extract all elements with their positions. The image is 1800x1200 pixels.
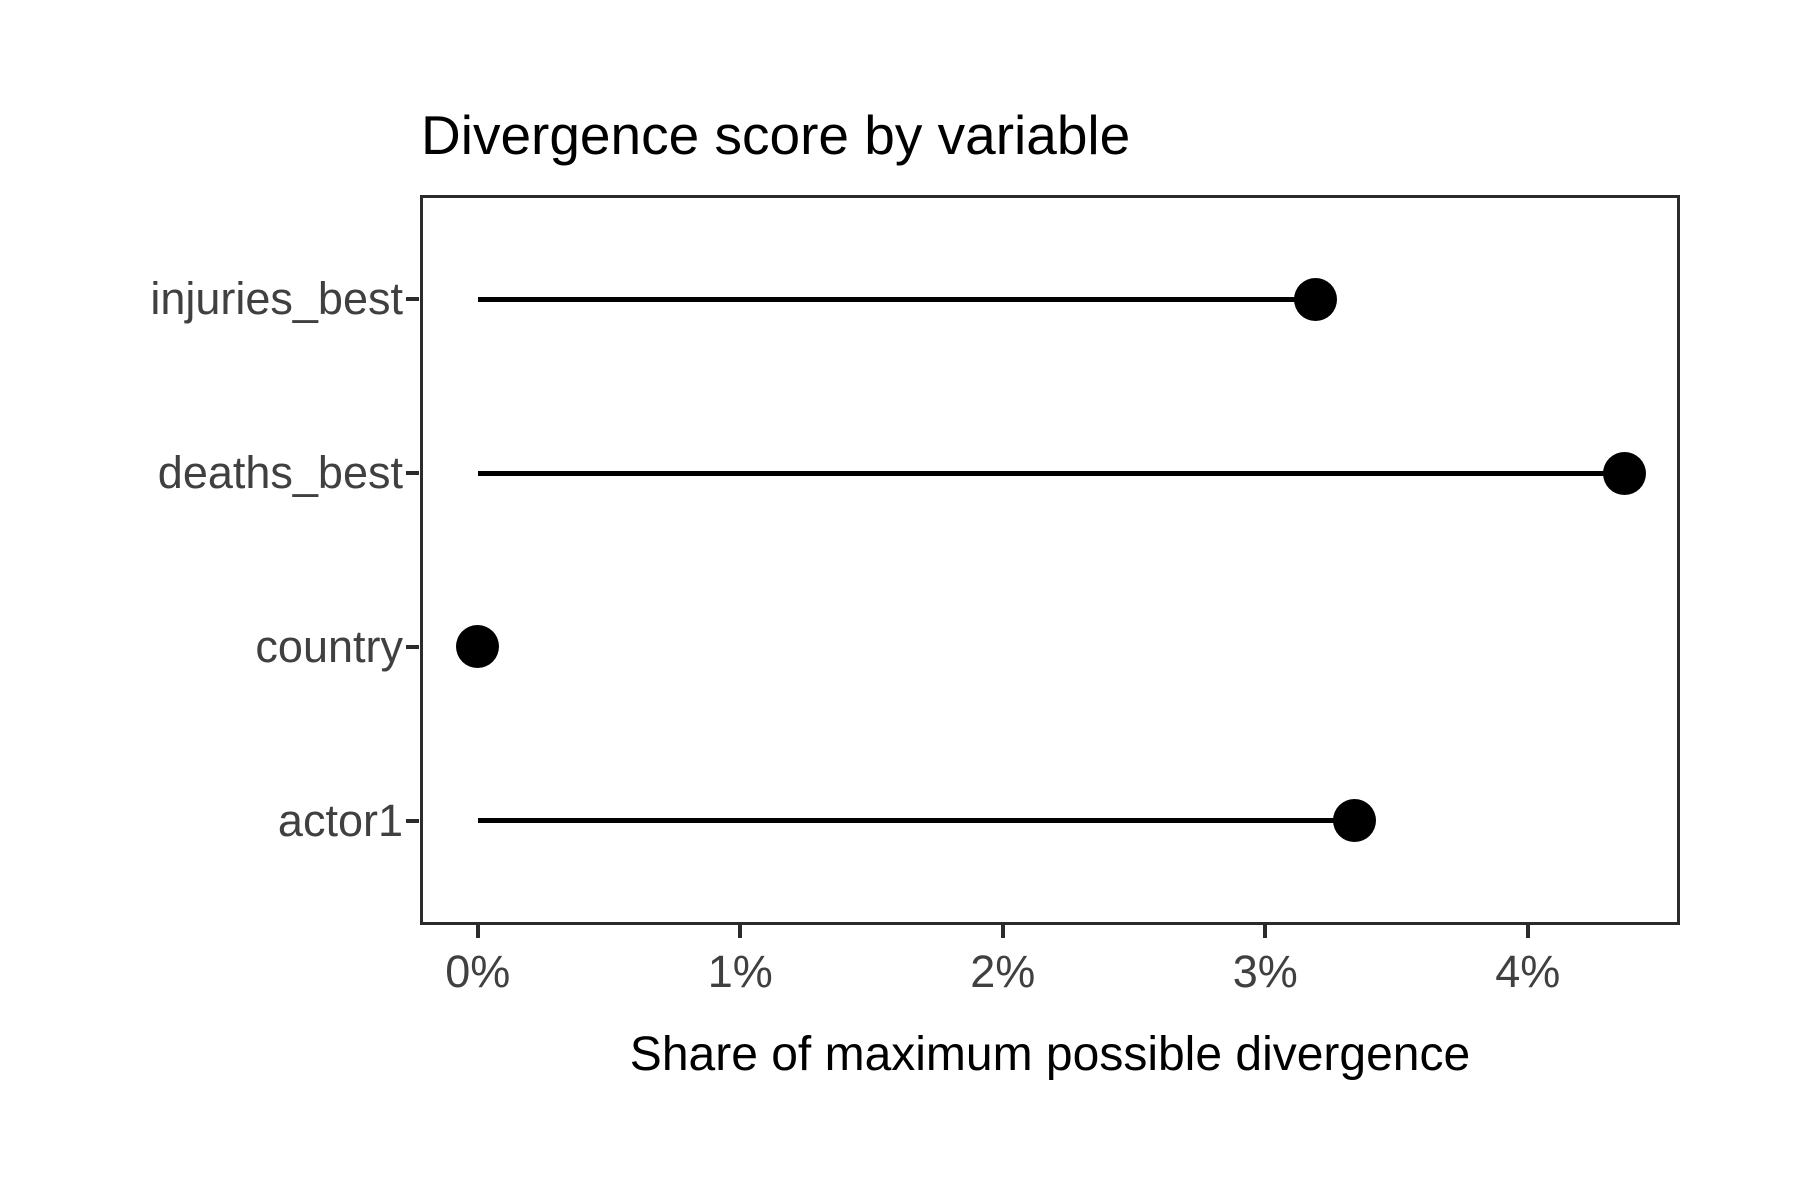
x-axis-tick bbox=[1525, 925, 1530, 938]
lollipop-dot bbox=[1293, 277, 1337, 321]
x-axis-tick bbox=[475, 925, 480, 938]
chart-title: Divergence score by variable bbox=[421, 104, 1131, 166]
y-axis-label: actor1 bbox=[277, 794, 403, 846]
x-axis-tick bbox=[738, 925, 743, 938]
y-axis-tick bbox=[406, 297, 419, 302]
y-axis-label: injuries_best bbox=[150, 273, 403, 325]
y-axis-tick bbox=[406, 818, 419, 823]
x-axis-tick bbox=[1263, 925, 1268, 938]
y-axis-tick bbox=[406, 471, 419, 476]
lollipop-dot bbox=[1603, 451, 1647, 495]
x-axis-tick-label: 0% bbox=[445, 946, 511, 997]
lollipop-stem bbox=[477, 296, 1316, 302]
x-axis-tick-label: 1% bbox=[707, 946, 773, 997]
lollipop-dot bbox=[456, 625, 500, 669]
x-axis-tick-label: 4% bbox=[1495, 946, 1561, 997]
lollipop-stem bbox=[477, 470, 1625, 476]
y-axis-label: deaths_best bbox=[157, 447, 403, 499]
lollipop-stem bbox=[477, 818, 1355, 824]
x-axis-tick-label: 2% bbox=[970, 946, 1036, 997]
x-axis-title: Share of maximum possible divergence bbox=[629, 1028, 1471, 1081]
plot-panel bbox=[420, 195, 1680, 925]
y-axis-label: country bbox=[255, 620, 403, 672]
lollipop-dot bbox=[1333, 799, 1376, 843]
x-axis-tick bbox=[1000, 925, 1005, 938]
x-axis-tick-label: 3% bbox=[1232, 946, 1298, 997]
y-axis-tick bbox=[406, 644, 419, 649]
